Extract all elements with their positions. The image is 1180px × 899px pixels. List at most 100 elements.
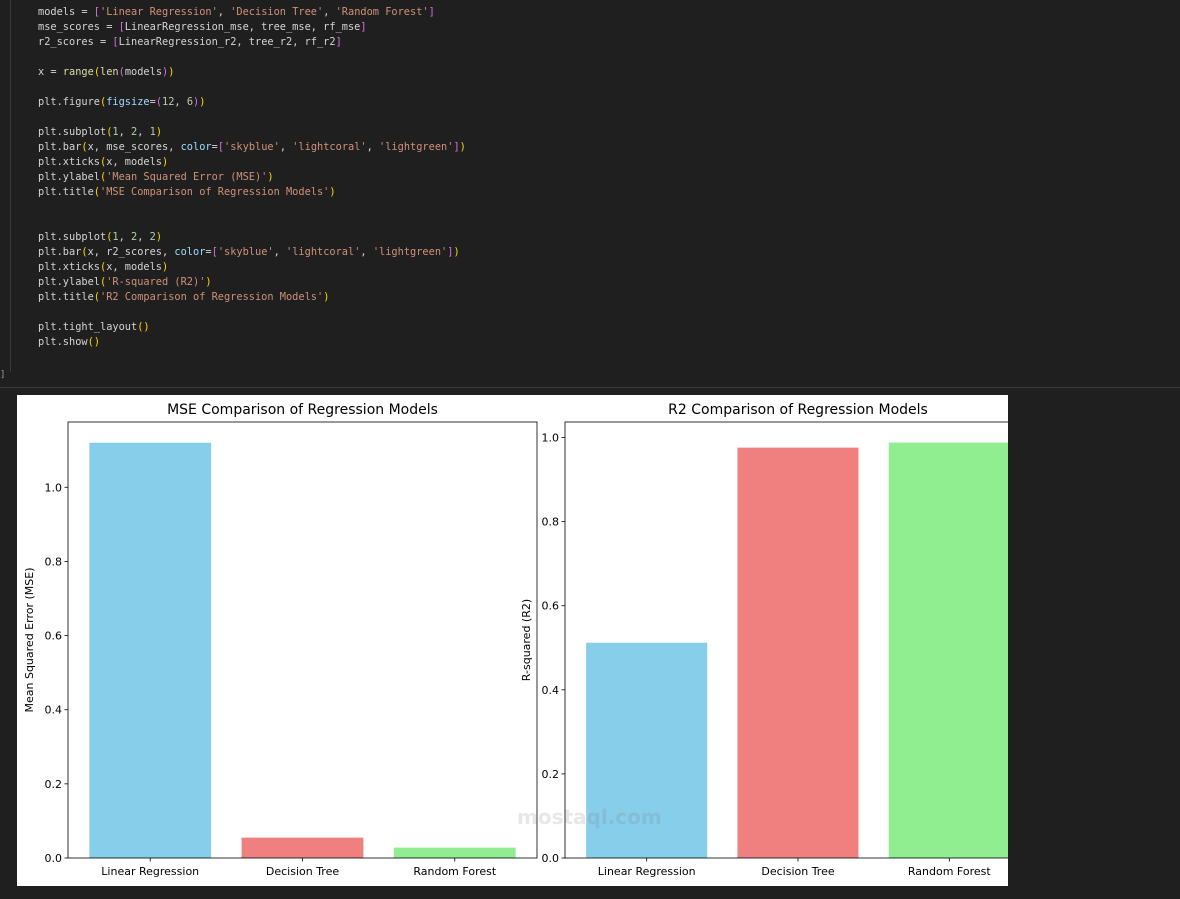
- code-line[interactable]: plt.ylabel('R-squared (R2)'): [38, 275, 466, 290]
- y-tick-label: 1.0: [45, 481, 63, 494]
- code-token: 'lightgreen': [372, 246, 448, 258]
- code-token: plt.figure: [38, 96, 100, 108]
- x-tick-label: Random Forest: [908, 865, 991, 878]
- code-line[interactable]: plt.title('R2 Comparison of Regression M…: [38, 290, 466, 305]
- y-tick-label: 0.2: [542, 768, 560, 781]
- code-token: ): [267, 171, 274, 183]
- code-token: [: [118, 21, 125, 33]
- code-token: plt.ylabel: [38, 171, 100, 183]
- code-line[interactable]: plt.xticks(x, models): [38, 260, 466, 275]
- code-line[interactable]: [38, 110, 466, 125]
- code-line[interactable]: r2_scores = [LinearRegression_r2, tree_r…: [38, 35, 466, 50]
- code-token: ): [168, 66, 175, 78]
- r2-subplot: R2 Comparison of Regression Models 0.0 0.2…: [520, 402, 1008, 878]
- code-token: (: [100, 96, 107, 108]
- code-token: ,: [366, 141, 380, 153]
- code-token: =: [211, 141, 218, 153]
- code-token: ]: [428, 6, 435, 18]
- code-line[interactable]: x = range(len(models)): [38, 65, 466, 80]
- code-token: LinearRegression_mse, tree_mse, rf_mse: [124, 21, 361, 33]
- code-token: ): [205, 276, 212, 288]
- code-token: range: [62, 66, 94, 78]
- bar-linear-regression: [586, 642, 708, 858]
- code-token: 'R-squared (R2)': [106, 276, 206, 288]
- code-line[interactable]: plt.title('MSE Comparison of Regression …: [38, 185, 466, 200]
- code-line[interactable]: plt.xticks(x, models): [38, 155, 466, 170]
- code-token: plt.subplot: [38, 126, 107, 138]
- code-line[interactable]: [38, 305, 466, 320]
- code-token: 'lightcoral': [292, 141, 367, 153]
- code-token: plt.bar: [38, 141, 82, 153]
- code-token: ,: [217, 6, 231, 18]
- x-tick-label: Decision Tree: [761, 865, 834, 878]
- chart-title: MSE Comparison of Regression Models: [167, 402, 438, 418]
- code-line[interactable]: plt.ylabel('Mean Squared Error (MSE)'): [38, 170, 466, 185]
- y-tick-label: 0.0: [45, 852, 63, 865]
- bar-random-forest: [393, 847, 516, 858]
- code-token: plt.title: [38, 186, 94, 198]
- code-token: mse_scores =: [38, 21, 119, 33]
- code-token: plt.xticks: [38, 156, 100, 168]
- y-tick-label: 0.4: [542, 684, 560, 697]
- code-token: 'Random Forest': [335, 6, 429, 18]
- y-tick-label: 0.8: [45, 555, 63, 568]
- code-token: 12: [162, 96, 175, 108]
- code-line[interactable]: [38, 80, 466, 95]
- code-token: ): [162, 261, 169, 273]
- code-line[interactable]: [38, 215, 466, 230]
- code-token: len: [100, 66, 119, 78]
- code-token: ): [329, 186, 336, 198]
- code-line[interactable]: plt.subplot(1, 2, 1): [38, 125, 466, 140]
- code-token: ]: [447, 246, 454, 258]
- code-token: [: [112, 36, 119, 48]
- code-line[interactable]: plt.subplot(1, 2, 2): [38, 230, 466, 245]
- code-token: color: [174, 246, 206, 258]
- code-token: plt.show: [38, 336, 88, 348]
- code-token: ,: [118, 126, 132, 138]
- code-token: ]: [453, 141, 460, 153]
- code-token: (: [118, 66, 125, 78]
- code-token: 'R2 Comparison of Regression Models': [100, 291, 324, 303]
- code-token: LinearRegression_r2, tree_r2, rf_r2: [118, 36, 336, 48]
- code-line[interactable]: models = ['Linear Regression', 'Decision…: [38, 5, 466, 20]
- bar-random-forest: [888, 442, 1008, 858]
- code-token: 'MSE Comparison of Regression Models': [100, 186, 330, 198]
- code-token: plt.subplot: [38, 231, 107, 243]
- cell-output: MSE Comparison of Regression Models 0.0 0.…: [17, 395, 1008, 886]
- code-line[interactable]: plt.bar(x, r2_scores, color=['skyblue', …: [38, 245, 466, 260]
- code-token: 6: [186, 96, 194, 108]
- code-line[interactable]: [38, 200, 466, 215]
- code-token: x, models: [106, 156, 162, 168]
- code-token: (: [106, 231, 113, 243]
- code-token: x, mse_scores,: [87, 141, 181, 153]
- code-token: =: [205, 246, 212, 258]
- code-token: plt.title: [38, 291, 94, 303]
- y-tick-label: 0.2: [45, 778, 63, 791]
- code-cell[interactable]: models = ['Linear Regression', 'Decision…: [0, 0, 1180, 387]
- chart-title: R2 Comparison of Regression Models: [668, 402, 928, 418]
- code-token: (: [100, 171, 107, 183]
- code-editor[interactable]: models = ['Linear Regression', 'Decision…: [38, 5, 466, 350]
- y-tick-label: 1.0: [542, 432, 560, 445]
- code-line[interactable]: plt.bar(x, mse_scores, color=['skyblue',…: [38, 140, 466, 155]
- code-line[interactable]: plt.tight_layout(): [38, 320, 466, 335]
- code-token: figsize: [106, 96, 150, 108]
- code-line[interactable]: [38, 50, 466, 65]
- code-token: (: [106, 126, 113, 138]
- execution-count-marker: ]: [0, 370, 6, 380]
- code-token: (: [81, 246, 88, 258]
- code-token: 1: [149, 126, 156, 138]
- y-tick-label: 0.0: [542, 852, 560, 865]
- code-token: ,: [118, 231, 132, 243]
- code-token: (: [93, 186, 100, 198]
- x-tick-label: Linear Regression: [598, 865, 696, 878]
- code-token: ): [143, 321, 150, 333]
- bar-linear-regression: [89, 442, 212, 858]
- code-token: plt.bar: [38, 246, 82, 258]
- code-line[interactable]: plt.show(): [38, 335, 466, 350]
- code-token: 1: [112, 231, 119, 243]
- code-token: ,: [137, 231, 150, 243]
- code-token: ]: [360, 21, 367, 33]
- code-line[interactable]: mse_scores = [LinearRegression_mse, tree…: [38, 20, 466, 35]
- code-line[interactable]: plt.figure(figsize=(12, 6)): [38, 95, 466, 110]
